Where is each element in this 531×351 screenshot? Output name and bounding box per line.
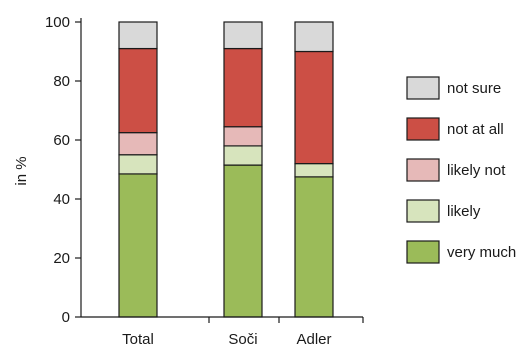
- legend-label-very-much: very much: [447, 244, 516, 261]
- legend-label-likely-not: likely not: [447, 162, 506, 179]
- bar-segment-total-not-at-all: [118, 47, 158, 134]
- legend-swatch-not-at-all: [406, 117, 440, 141]
- legend-label-likely: likely: [447, 203, 481, 220]
- legend-swatch-very-much: [406, 240, 440, 264]
- bar-segment-soči-likely-not: [223, 126, 263, 147]
- x-tick-label: Adler: [296, 331, 331, 348]
- bar-segment-soči-not-at-all: [223, 47, 263, 128]
- legend-label-not-sure: not sure: [447, 80, 501, 97]
- axes-layer: 0 20 40 60 80 100 Total Soči Adler: [45, 14, 364, 348]
- y-tick-label: 20: [53, 250, 70, 267]
- bar-segment-soči-likely: [223, 145, 263, 166]
- bar-segment-adler-not-sure: [294, 21, 334, 53]
- y-tick-label: 60: [53, 132, 70, 149]
- bar-segment-adler-likely: [294, 163, 334, 178]
- bar-segment-adler-very-much: [294, 176, 334, 318]
- y-tick-label: 80: [53, 73, 70, 90]
- bar-segment-total-likely: [118, 154, 158, 175]
- bar-segment-adler-not-at-all: [294, 50, 334, 165]
- legend: not sure not at all likely not likely very m…: [406, 76, 516, 264]
- legend-swatch-likely-not: [406, 158, 440, 182]
- x-tick-label: Soči: [228, 331, 257, 348]
- y-tick-label: 40: [53, 191, 70, 208]
- y-axis-title: in %: [13, 156, 30, 185]
- bar-segment-total-not-sure: [118, 21, 158, 50]
- bar-segment-soči-very-much: [223, 164, 263, 318]
- legend-swatch-not-sure: [406, 76, 440, 100]
- bar-segment-total-very-much: [118, 173, 158, 318]
- legend-label-not-at-all: not at all: [447, 121, 504, 138]
- bar-segment-total-likely-not: [118, 132, 158, 156]
- y-tick-label: 100: [45, 14, 70, 31]
- x-tick-label: Total: [122, 331, 154, 348]
- y-tick-label: 0: [62, 309, 70, 326]
- legend-swatch-likely: [406, 199, 440, 223]
- bar-segment-soči-not-sure: [223, 21, 263, 50]
- bars-layer: [118, 21, 334, 318]
